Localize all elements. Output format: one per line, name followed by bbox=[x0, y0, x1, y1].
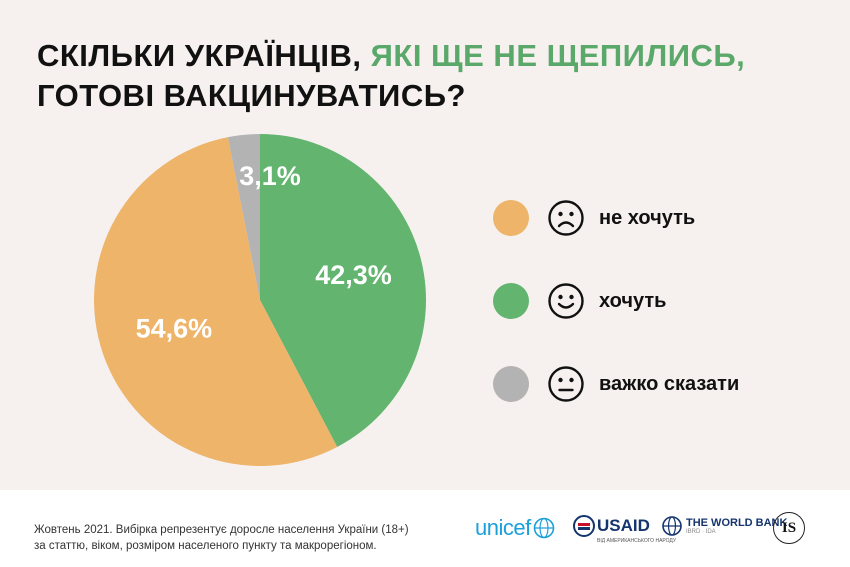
worldbank-logo: THE WORLD BANK IBRD · IDA bbox=[662, 516, 787, 536]
usaid-logo: USAID ВІД АМЕРИКАНСЬКОГО НАРОДУ bbox=[573, 515, 676, 544]
legend-label: хочуть bbox=[599, 289, 667, 312]
unicef-logo: unicef bbox=[475, 515, 555, 541]
title-part1: СКІЛЬКИ УКРАЇНЦІВ, bbox=[37, 38, 371, 73]
pie-slice-label: 42,3% bbox=[315, 260, 392, 290]
legend-swatch bbox=[493, 366, 529, 402]
sad-face-icon bbox=[548, 200, 584, 236]
unicef-wordmark: unicef bbox=[475, 515, 531, 540]
worldbank-globe-icon bbox=[662, 516, 682, 536]
footnote-line1: Жовтень 2021. Вибірка репрезентує доросл… bbox=[34, 524, 409, 536]
usaid-seal-icon bbox=[573, 515, 595, 537]
legend: не хочуть хочуть важко сказати bbox=[493, 195, 739, 444]
pie-slice bbox=[260, 134, 426, 447]
legend-label: важко сказати bbox=[599, 372, 740, 395]
pie-slice bbox=[93, 137, 338, 467]
legend-swatch bbox=[493, 283, 529, 319]
is-logo: IS bbox=[773, 512, 805, 544]
usaid-wordmark: USAID bbox=[597, 516, 650, 535]
unicef-globe-icon bbox=[533, 517, 555, 539]
title-line2: ГОТОВІ ВАКЦИНУВАТИСЬ? bbox=[37, 78, 466, 113]
legend-item-khochut: хочуть bbox=[493, 278, 739, 324]
neutral-face-icon bbox=[548, 366, 584, 402]
pie-slice-label: 54,6% bbox=[136, 314, 213, 344]
legend-swatch bbox=[493, 200, 529, 236]
footnote: Жовтень 2021. Вибірка репрезентує доросл… bbox=[34, 522, 454, 554]
is-wordmark: IS bbox=[773, 512, 805, 544]
worldbank-wordmark: THE WORLD BANK bbox=[686, 517, 788, 529]
title-accent: ЯКІ ЩЕ НЕ ЩЕПИЛИСЬ, bbox=[370, 38, 746, 73]
legend-item-vazhko-skazaty: важко сказати bbox=[493, 361, 739, 407]
usaid-subtitle: ВІД АМЕРИКАНСЬКОГО НАРОДУ bbox=[597, 538, 677, 544]
pie-slice bbox=[227, 134, 260, 300]
footer: Жовтень 2021. Вибірка репрезентує доросл… bbox=[0, 490, 850, 567]
happy-face-icon bbox=[548, 283, 584, 319]
legend-item-ne-khochut: не хочуть bbox=[493, 195, 739, 241]
footnote-line2: за статтю, віком, розміром населеного пу… bbox=[34, 540, 377, 552]
pie-slice-label: 3,1% bbox=[239, 161, 301, 191]
chart-title: СКІЛЬКИ УКРАЇНЦІВ, ЯКІ ЩЕ НЕ ЩЕПИЛИСЬ, Г… bbox=[37, 36, 745, 116]
worldbank-subtitle: IBRD · IDA bbox=[686, 529, 716, 535]
legend-label: не хочуть bbox=[599, 206, 696, 229]
